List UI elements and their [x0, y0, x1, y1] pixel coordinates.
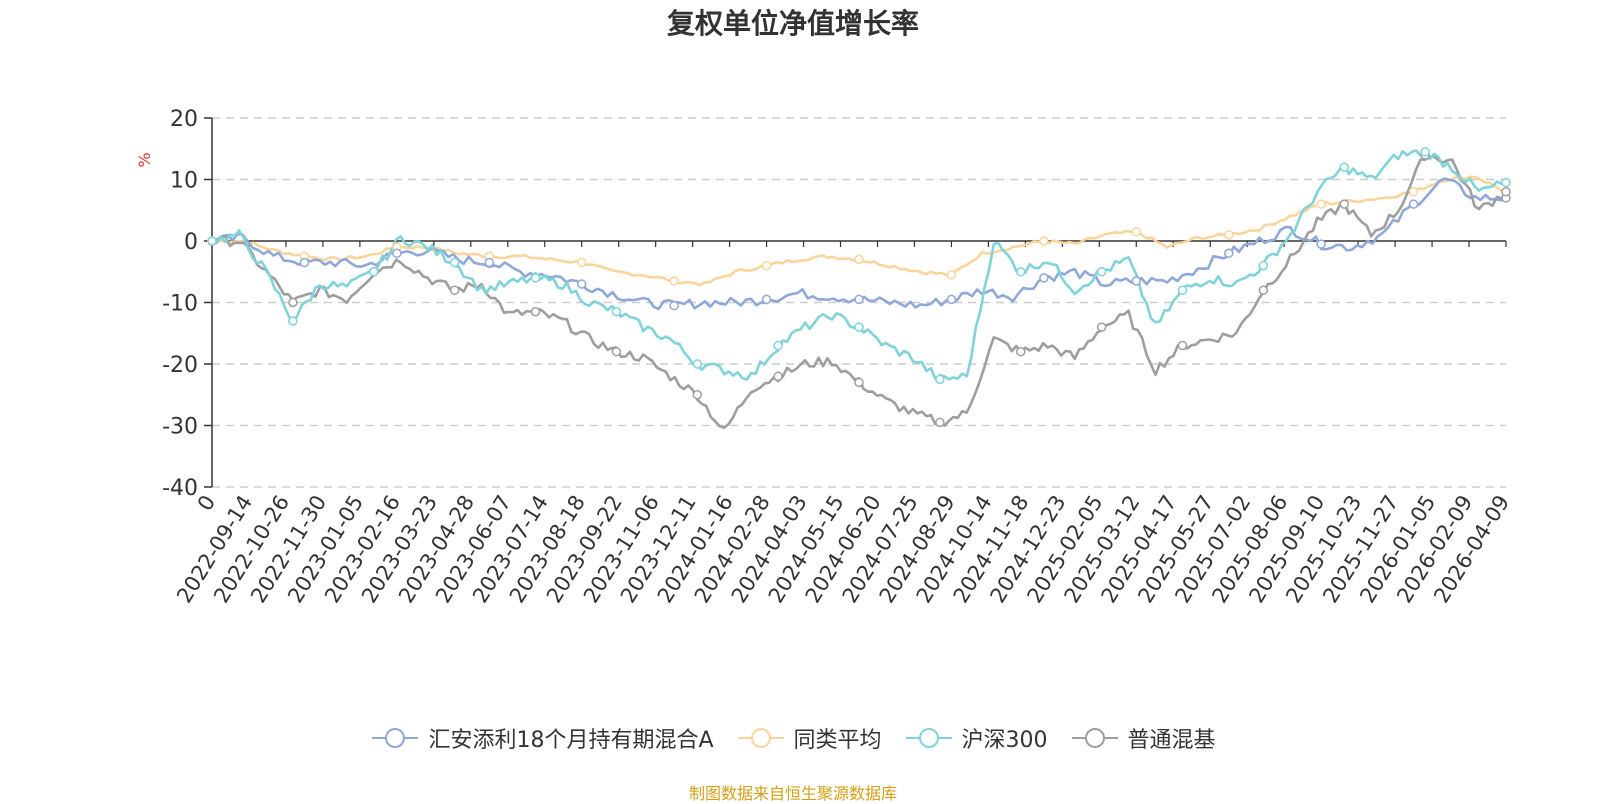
series-point	[1408, 187, 1419, 197]
series-point	[773, 340, 783, 351]
series-point	[288, 297, 298, 308]
legend-label: 沪深300	[961, 728, 1048, 753]
series-markers	[207, 147, 1511, 428]
y-tick-label: -10	[162, 292, 198, 317]
x-tick-label: 0	[193, 491, 220, 515]
series-point	[692, 359, 702, 369]
y-tick-label: -30	[162, 415, 198, 440]
legend-item[interactable]: 同类平均	[736, 722, 882, 754]
legend-swatch-icon	[737, 728, 784, 748]
series-point	[692, 390, 702, 400]
series-point	[946, 294, 957, 305]
series-point	[773, 371, 783, 382]
series-point	[1131, 276, 1142, 286]
legend: 汇安添利18个月持有期混合A 同类平均 沪深300 普通混基	[0, 722, 1586, 754]
series-point	[530, 273, 541, 283]
series-point	[1177, 340, 1188, 351]
series-point	[1408, 199, 1419, 209]
legend-swatch-icon	[1071, 728, 1118, 748]
series-point	[1039, 273, 1049, 283]
series-point	[207, 236, 217, 246]
series-point	[611, 306, 622, 317]
series-point	[1339, 199, 1349, 209]
series-point	[288, 316, 298, 326]
series-point	[1039, 236, 1049, 246]
series-point	[576, 279, 587, 289]
series-point	[854, 322, 864, 332]
series-point	[1016, 346, 1026, 357]
series-point	[576, 257, 587, 268]
series-point	[1131, 227, 1142, 237]
y-tick-label: 20	[170, 107, 198, 132]
series-point	[935, 417, 945, 428]
legend-item[interactable]: 沪深300	[904, 722, 1048, 754]
series-point	[299, 257, 310, 268]
series-point	[1339, 162, 1349, 172]
chart-title: 复权单位净值增长率	[666, 7, 919, 40]
series-point	[761, 294, 772, 305]
series-point	[1258, 285, 1269, 295]
series-point	[761, 260, 772, 271]
legend-label: 汇安添利18个月持有期混合A	[428, 728, 714, 753]
series-point	[1016, 267, 1026, 277]
series-point	[449, 285, 460, 295]
series-point	[669, 300, 679, 311]
series-point	[1223, 230, 1234, 240]
series-line	[211, 148, 1507, 381]
series-point	[946, 270, 957, 280]
series-point	[1501, 177, 1511, 188]
series-point	[1096, 322, 1107, 332]
series-point	[854, 254, 864, 265]
y-axis-label: %	[135, 152, 154, 167]
series-point	[1501, 187, 1511, 197]
series-point	[669, 276, 679, 286]
series-point	[611, 346, 622, 357]
series-point	[1420, 147, 1430, 157]
series-point	[369, 267, 379, 277]
y-tick-label: -20	[162, 353, 198, 378]
y-tick-label: 0	[184, 230, 198, 255]
source-note: 制图数据来自恒生聚源数据库	[688, 784, 897, 803]
series-point	[1177, 285, 1188, 295]
y-tick-label: -40	[162, 476, 198, 501]
series-point	[1096, 267, 1107, 277]
series-point	[530, 306, 541, 317]
series-point	[484, 257, 495, 268]
legend-label: 同类平均	[793, 728, 882, 753]
legend-item[interactable]: 普通混基	[1070, 722, 1216, 754]
series-point	[1223, 248, 1234, 259]
series-point	[1316, 199, 1326, 209]
series-point	[449, 257, 460, 268]
series-point	[854, 294, 864, 305]
legend-swatch-icon	[372, 728, 419, 748]
series-point	[935, 374, 945, 385]
legend-swatch-icon	[905, 728, 952, 748]
series-point	[854, 377, 864, 388]
y-tick-label: 10	[170, 169, 198, 194]
series-point	[1258, 260, 1269, 271]
axes: 20100-10-20-30-4002022-09-142022-10-2620…	[162, 107, 1514, 607]
series-point	[392, 248, 402, 259]
legend-item[interactable]: 汇安添利18个月持有期混合A	[370, 722, 714, 754]
series-point	[1316, 239, 1326, 249]
legend-label: 普通混基	[1127, 728, 1216, 753]
